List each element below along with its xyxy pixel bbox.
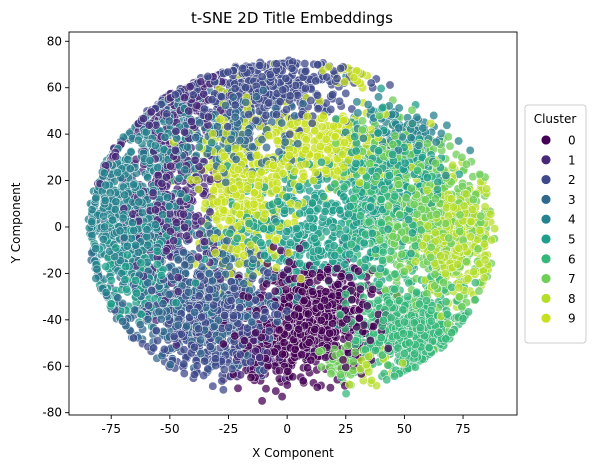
data-point-cluster-0 — [326, 384, 334, 392]
data-point-cluster-2 — [293, 91, 301, 99]
data-point-cluster-2 — [367, 79, 375, 87]
data-point-cluster-2 — [209, 382, 217, 390]
data-point-cluster-4 — [466, 146, 474, 154]
data-point-cluster-6 — [342, 389, 350, 397]
chart-title: t-SNE 2D Title Embeddings — [191, 9, 393, 27]
data-point-cluster-0 — [262, 385, 270, 393]
data-point-cluster-5 — [377, 84, 385, 92]
data-point-cluster-4 — [374, 93, 382, 101]
data-point-cluster-2 — [200, 357, 208, 365]
data-point-cluster-2 — [219, 386, 227, 394]
data-point-cluster-2 — [386, 81, 394, 89]
data-point-cluster-2 — [342, 89, 350, 97]
data-point-cluster-8 — [448, 161, 456, 169]
data-point-cluster-3 — [136, 320, 144, 328]
data-point-cluster-5 — [319, 192, 327, 200]
data-point-cluster-6 — [471, 296, 479, 304]
data-point-cluster-3 — [262, 143, 270, 151]
data-point-cluster-4 — [395, 104, 403, 112]
data-point-cluster-7 — [444, 133, 452, 141]
data-point-cluster-9 — [194, 185, 202, 193]
data-point-cluster-5 — [361, 255, 369, 263]
data-points — [84, 56, 499, 405]
data-point-cluster-7 — [446, 142, 454, 150]
data-point-cluster-4 — [430, 111, 438, 119]
data-point-cluster-0 — [258, 397, 266, 405]
data-point-cluster-2 — [333, 74, 341, 82]
data-point-cluster-4 — [454, 137, 462, 145]
data-point-cluster-0 — [278, 392, 286, 400]
data-point-cluster-6 — [412, 288, 420, 296]
data-point-cluster-6 — [391, 270, 399, 278]
data-point-cluster-2 — [264, 269, 272, 277]
data-point-cluster-3 — [220, 283, 228, 291]
data-point-cluster-2 — [180, 369, 188, 377]
data-point-cluster-2 — [282, 105, 290, 113]
data-point-cluster-6 — [442, 298, 450, 306]
